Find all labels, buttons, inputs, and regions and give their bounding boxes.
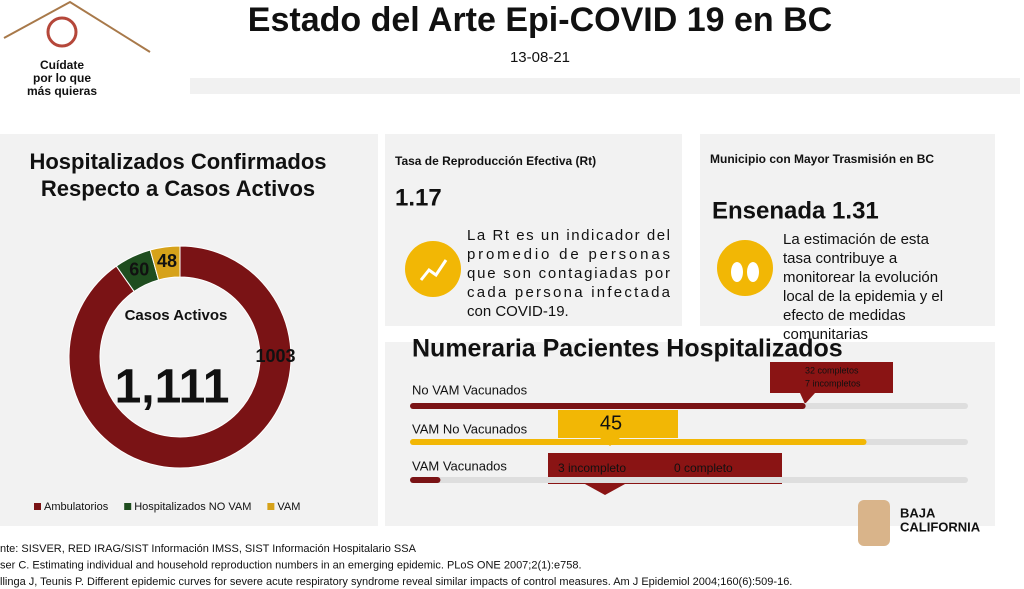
panel-title: Municipio con Mayor Trasmisión en BC (710, 152, 934, 166)
brand-text: BAJA (900, 505, 936, 520)
brand-text: CALIFORNIA (900, 519, 981, 534)
title: Estado del Arte Epi-COVID 19 en BC (248, 1, 832, 39)
rt-text: que son contagiadas por (467, 265, 670, 282)
callout-text: 32 completos (805, 365, 859, 375)
callout-text: 0 completo (674, 461, 733, 475)
municipio-text: monitorear la evolución (783, 269, 938, 286)
legend-label: VAM (277, 501, 300, 513)
callout-box (558, 410, 678, 446)
bar (410, 439, 867, 445)
municipio-text: local de la epidemia y el (783, 288, 943, 305)
source-text: ser C. Estimating individual and househo… (0, 559, 582, 571)
bar (410, 403, 806, 409)
municipio-headline: Ensenada 1.31 (712, 197, 879, 224)
header-shadow (190, 78, 1020, 94)
logo-roof (3, 0, 151, 53)
lung-icon (717, 240, 773, 296)
logo-text: Cuídate (40, 58, 84, 72)
date: 13-08-21 (510, 49, 570, 66)
donut-segment (149, 245, 181, 281)
donut-value-label: 60 (129, 259, 149, 279)
donut-value-label: 1003 (255, 346, 295, 366)
legend-swatch (267, 503, 275, 510)
hospital-panel-bg (385, 342, 995, 526)
municipio-text: comunitarias (783, 326, 868, 343)
callout-value: 45 (600, 412, 622, 434)
legend-label: Hospitalizados NO VAM (134, 501, 251, 513)
rt-text: cada persona infectada (467, 284, 671, 301)
donut-segment (68, 245, 292, 469)
callout-box (548, 453, 782, 495)
rt-text: con COVID-19. (467, 303, 569, 320)
rt-icon-glyph (419, 259, 448, 281)
logo-text: por lo que (33, 71, 91, 85)
legend-label: Ambulatorios (44, 501, 109, 513)
municipio-text: La estimación de esta (783, 231, 930, 248)
panel-title: Respecto a Casos Activos (41, 176, 315, 201)
rt-value: 1.17 (395, 184, 442, 211)
bar (410, 477, 441, 483)
rt-icon (405, 241, 461, 297)
panel-title: Numeraria Pacientes Hospitalizados (412, 335, 843, 363)
bar-track (410, 477, 968, 483)
municipio-text: tasa contribuye a (783, 250, 898, 267)
center-total: 1,111 (115, 361, 230, 414)
row-label: No VAM Vacunados (412, 382, 528, 397)
legend-swatch (34, 503, 41, 510)
logo-text: más quieras (27, 84, 97, 98)
brand-shield (858, 500, 890, 546)
callout-text: 3 incompleto (558, 461, 626, 475)
donut-value-label: 48 (157, 251, 177, 271)
center-label: Casos Activos (125, 307, 228, 324)
municipio-text: efecto de medidas (783, 307, 906, 324)
logo-heart (46, 16, 78, 48)
rt-text: La Rt es un indicador del (467, 227, 670, 244)
row-label: VAM Vacunados (412, 458, 507, 473)
panel-title: Hospitalizados Confirmados (29, 149, 326, 174)
callout-text: 7 incompletos (805, 378, 861, 388)
row-label: VAM No Vacunados (412, 421, 528, 436)
lung-icon-glyph (731, 262, 743, 282)
source-text: nte: SISVER, RED IRAG/SIST Información I… (0, 543, 417, 555)
lung-icon-glyph (747, 262, 759, 282)
panel-title: Tasa de Reproducción Efectiva (Rt) (395, 154, 596, 168)
legend-swatch (124, 503, 132, 510)
callout-box (770, 362, 893, 404)
source-text: llinga J, Teunis P. Different epidemic c… (0, 576, 792, 588)
